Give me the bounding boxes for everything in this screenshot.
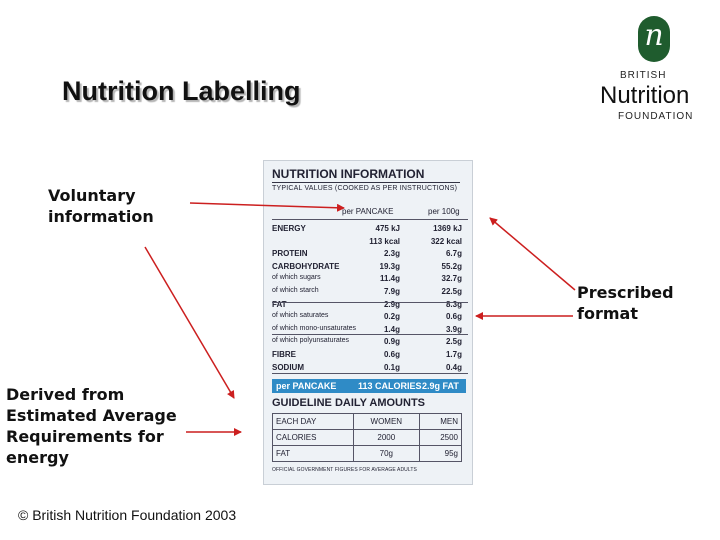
nutrient-per-pancake: 0.1g: [383, 362, 400, 372]
nutrient-name: FIBRE: [272, 350, 296, 359]
nutrient-row: SODIUM 0.1g 0.4g: [272, 363, 468, 375]
gda-row: FAT 70g 95g: [272, 445, 463, 462]
label-divider: [272, 373, 468, 374]
nutrient-row: FIBRE 0.6g 1.7g: [272, 350, 468, 362]
nutrient-per-pancake: 19.3g: [379, 261, 400, 271]
nutrient-per-100g: 3.9g: [445, 324, 462, 334]
nutrition-label-image: NUTRITION INFORMATION TYPICAL VALUES (CO…: [263, 160, 473, 485]
note-derived-line: Requirements for: [6, 427, 164, 446]
note-derived-line: Derived from: [6, 385, 125, 404]
logo-british: BRITISH: [620, 70, 667, 81]
nutrient-per-100g: 1369 kJ: [433, 224, 462, 233]
label-divider: [272, 302, 468, 303]
nutrient-per-pancake: 0.2g: [383, 312, 400, 322]
gda-table: EACH DAY WOMEN MEN CALORIES 2000 2500 FA…: [272, 413, 463, 462]
nutrient-row: PROTEIN 2.3g 6.7g: [272, 249, 468, 261]
note-voluntary: Voluntary information: [48, 185, 154, 227]
nutrient-per-100g: 0.4g: [445, 362, 462, 372]
nutrient-row: of which polyunsaturates 0.9g 2.5g: [272, 337, 468, 349]
nutrient-per-pancake: 11.4g: [379, 274, 400, 284]
arrow-voluntary: [189, 202, 345, 212]
nutrient-per-100g: 322 kcal: [430, 236, 462, 246]
arrow-prescribed-up: [489, 217, 576, 291]
band-left: per PANCAKE: [276, 381, 337, 391]
gda-title: GUIDELINE DAILY AMOUNTS: [272, 397, 425, 409]
nutrient-per-pancake: 475 kJ: [375, 224, 400, 233]
note-prescribed-line: format: [577, 304, 638, 323]
nutrient-row: FAT 2.9g 8.3g: [272, 300, 468, 312]
nutrient-row: of which starch 7.9g 22.5g: [272, 287, 468, 299]
nutrient-per-100g: 1.7g: [445, 350, 462, 359]
note-voluntary-line: Voluntary: [48, 186, 136, 205]
nutrient-name: of which polyunsaturates: [272, 337, 350, 345]
nutrient-per-pancake: 2.9g: [383, 299, 400, 309]
nutrient-per-pancake: 0.6g: [383, 350, 400, 359]
nutrient-per-100g: 32.7g: [441, 274, 462, 284]
note-voluntary-line: information: [48, 207, 154, 226]
note-prescribed: Prescribed format: [577, 282, 674, 324]
nutrient-row: of which sugars 11.4g 32.7g: [272, 274, 468, 286]
band-mid: 113 CALORIES: [358, 381, 422, 391]
bnf-logo: n BRITISH Nutrition FOUNDATION: [596, 12, 714, 124]
copyright: © British Nutrition Foundation 2003: [18, 507, 237, 523]
nutrient-row: CARBOHYDRATE 19.3g 55.2g: [272, 262, 468, 274]
nutrient-name: of which mono-unsaturates: [272, 324, 357, 332]
nutrient-per-100g: 0.6g: [445, 312, 462, 322]
label-divider: [272, 219, 468, 220]
nutrient-per-100g: 6.7g: [445, 249, 462, 259]
label-footnote: OFFICIAL GOVERNMENT FIGURES FOR AVERAGE …: [272, 467, 417, 473]
nutrient-per-pancake: 0.9g: [383, 337, 400, 347]
arrow-derived-diag: [144, 246, 235, 399]
label-per-pancake-band: per PANCAKE 113 CALORIES 2.9g FAT: [272, 379, 466, 393]
label-title: NUTRITION INFORMATION: [272, 167, 460, 183]
nutrient-row: 113 kcal 322 kcal: [272, 237, 468, 249]
nutrient-per-100g: 8.3g: [445, 299, 462, 309]
logo-nutrition: Nutrition: [600, 82, 690, 109]
label-divider: [272, 334, 468, 335]
label-col2: per 100g: [428, 207, 460, 216]
gda-header-row: EACH DAY WOMEN MEN: [272, 413, 463, 430]
nutrient-name: of which sugars: [272, 274, 321, 282]
nutrient-name: CARBOHYDRATE: [272, 261, 340, 271]
nutrient-name: SODIUM: [272, 362, 304, 372]
nutrient-per-pancake: 7.9g: [383, 287, 400, 296]
logo-mark-icon: n: [638, 16, 670, 62]
slide-title: Nutrition Labelling: [62, 76, 301, 106]
nutrient-per-100g: 55.2g: [441, 261, 462, 271]
nutrient-row: of which saturates 0.2g 0.6g: [272, 312, 468, 324]
nutrient-name: of which starch: [272, 287, 319, 294]
nutrient-per-100g: 22.5g: [441, 287, 462, 296]
label-col1: per PANCAKE: [342, 207, 394, 216]
nutrient-row: of which mono-unsaturates 1.4g 3.9g: [272, 325, 468, 337]
nutrient-name: FAT: [272, 299, 287, 309]
note-prescribed-line: Prescribed: [577, 283, 674, 302]
nutrient-name: ENERGY: [272, 224, 306, 233]
nutrient-per-100g: 2.5g: [445, 337, 462, 347]
nutrient-name: of which saturates: [272, 312, 329, 320]
nutrient-name: PROTEIN: [272, 249, 308, 259]
nutrient-per-pancake: 2.3g: [383, 249, 400, 259]
band-right: 2.9g FAT: [422, 381, 459, 391]
nutrient-per-pancake: 1.4g: [383, 324, 400, 334]
nutrient-row: ENERGY 475 kJ 1369 kJ: [272, 224, 468, 236]
gda-cell: 95g: [418, 445, 463, 462]
note-derived: Derived from Estimated Average Requireme…: [6, 384, 177, 468]
gda-cell: FAT: [272, 445, 354, 462]
label-subtitle: TYPICAL VALUES (COOKED AS PER INSTRUCTIO…: [272, 185, 458, 192]
note-derived-line: Estimated Average: [6, 406, 177, 425]
note-derived-line: energy: [6, 448, 69, 467]
logo-foundation: FOUNDATION: [618, 111, 694, 122]
nutrient-per-pancake: 113 kcal: [369, 236, 400, 246]
